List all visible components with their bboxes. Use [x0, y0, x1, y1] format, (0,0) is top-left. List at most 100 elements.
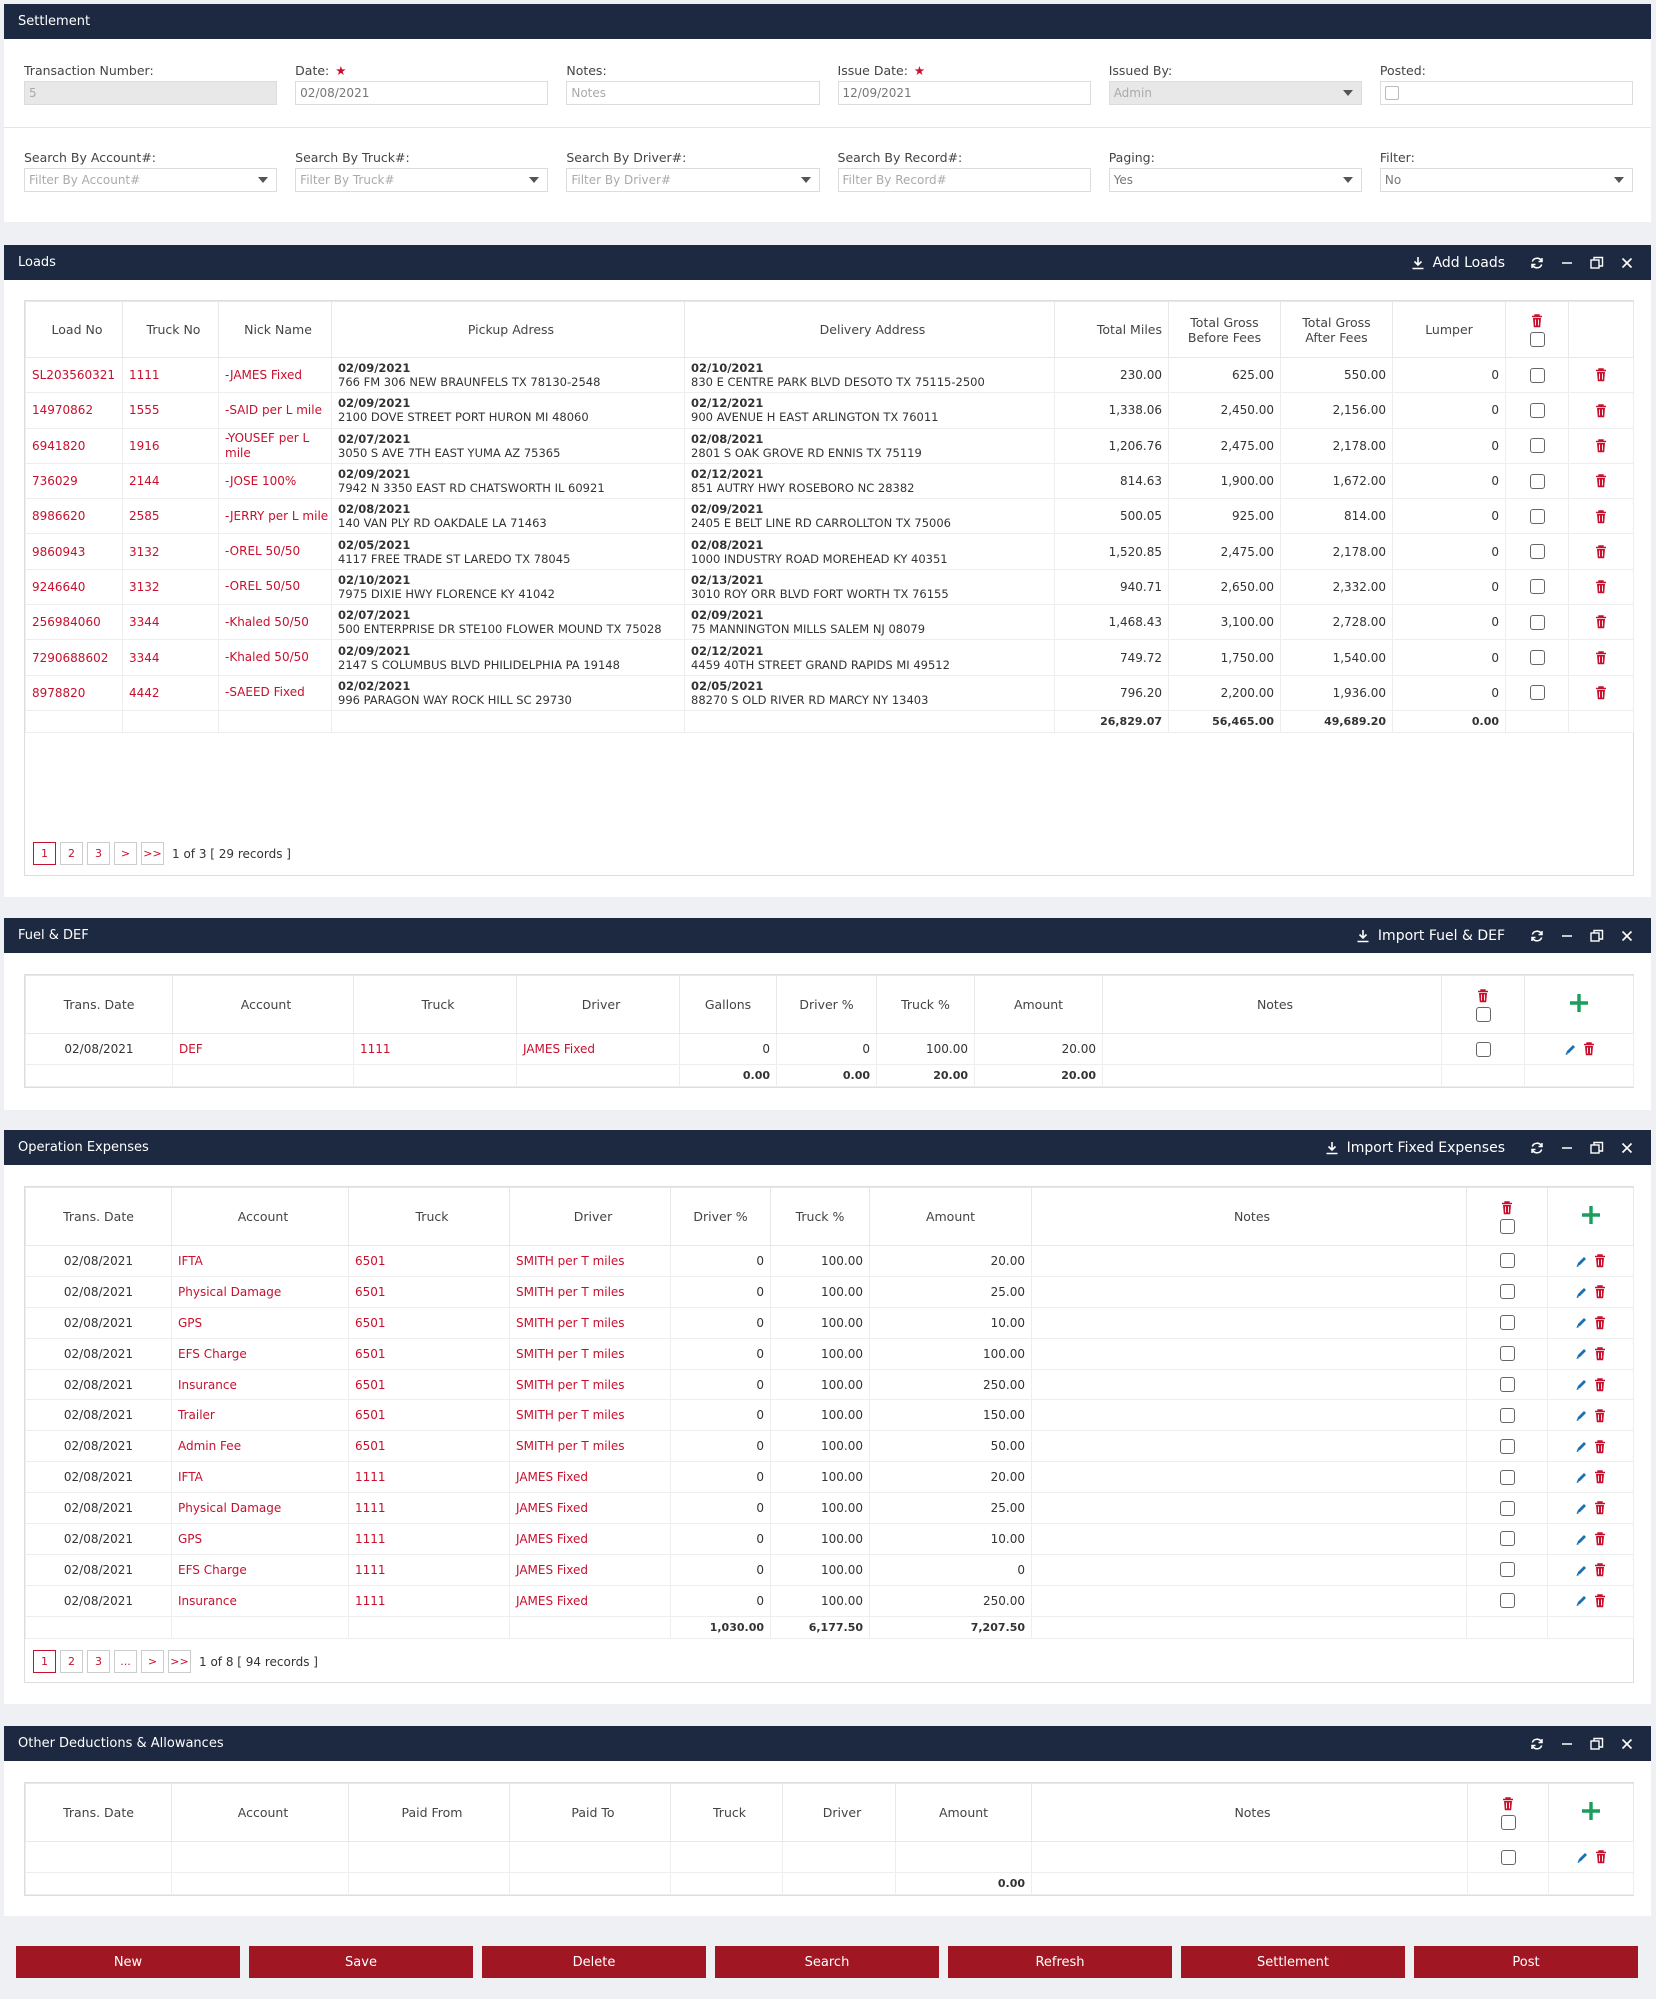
trash-icon[interactable] — [1477, 989, 1489, 1003]
load-no-link[interactable]: 256984060 — [25, 604, 123, 641]
account-link[interactable]: GPS — [171, 1306, 349, 1339]
page-button[interactable]: > — [114, 842, 137, 865]
truck-link[interactable]: 1111 — [348, 1461, 510, 1494]
column-header[interactable]: Amount — [974, 975, 1103, 1034]
column-header[interactable]: Notes — [1102, 975, 1442, 1034]
truck-no-link[interactable]: 1111 — [122, 356, 219, 394]
row-checkbox[interactable] — [1499, 1407, 1515, 1423]
row-checkbox[interactable] — [1499, 1531, 1515, 1547]
column-header[interactable]: Truck % — [876, 975, 975, 1034]
search-button[interactable]: Search — [715, 1946, 939, 1978]
load-no-link[interactable]: 9246640 — [25, 568, 123, 606]
account-link[interactable]: Admin Fee — [171, 1430, 349, 1463]
truck-no-link[interactable]: 1916 — [122, 427, 219, 464]
filter-input[interactable]: Filter By Truck# — [295, 168, 549, 192]
load-no-link[interactable]: 14970862 — [25, 392, 123, 429]
close-icon[interactable] — [1617, 1738, 1637, 1750]
truck-link[interactable]: 6501 — [348, 1368, 510, 1401]
trash-icon[interactable] — [1595, 651, 1607, 665]
nick-name-link[interactable]: -SAEED Fixed — [218, 674, 332, 711]
column-header[interactable]: Delivery Address — [684, 301, 1055, 358]
column-header[interactable]: Lumper — [1392, 301, 1506, 358]
driver-link[interactable]: SMITH per T miles — [509, 1337, 671, 1370]
page-button[interactable]: ... — [114, 1650, 137, 1673]
trash-icon[interactable] — [1595, 509, 1607, 524]
restore-icon[interactable] — [1587, 256, 1607, 270]
trash-icon[interactable] — [1502, 1797, 1514, 1811]
add-icon[interactable] — [1568, 992, 1590, 1014]
edit-icon[interactable] — [1575, 1347, 1588, 1360]
column-header[interactable]: Truck — [353, 975, 517, 1034]
column-header[interactable]: Driver — [509, 1187, 671, 1246]
row-checkbox[interactable] — [1499, 1253, 1515, 1269]
column-header[interactable]: Truck — [348, 1187, 510, 1246]
row-checkbox[interactable] — [1529, 402, 1545, 418]
chevron-down-icon[interactable] — [800, 177, 811, 183]
page-button[interactable]: 2 — [60, 842, 83, 865]
driver-link[interactable]: JAMES Fixed — [509, 1523, 671, 1555]
trash-icon[interactable] — [1531, 314, 1543, 328]
trash-icon[interactable] — [1594, 1470, 1606, 1484]
trash-icon[interactable] — [1594, 1378, 1606, 1392]
nick-name-link[interactable]: -JOSE 100% — [218, 462, 332, 500]
select-all-checkbox[interactable] — [1500, 1814, 1516, 1830]
filter-input[interactable]: Yes — [1108, 168, 1362, 192]
add-icon[interactable] — [1580, 1204, 1602, 1226]
row-checkbox[interactable] — [1499, 1315, 1515, 1331]
row-checkbox[interactable] — [1529, 685, 1545, 701]
driver-link[interactable]: SMITH per T miles — [509, 1245, 671, 1277]
posted-checkbox[interactable] — [1384, 86, 1399, 100]
nick-name-link[interactable]: -YOUSEF per L mile — [218, 427, 332, 464]
page-button[interactable]: 3 — [87, 842, 110, 865]
row-checkbox[interactable] — [1499, 1284, 1515, 1300]
field-input[interactable]: 12/09/2021 — [837, 81, 1091, 105]
edit-icon[interactable] — [1575, 1471, 1588, 1484]
close-icon[interactable] — [1617, 1142, 1637, 1154]
post-button[interactable]: Post — [1414, 1946, 1638, 1978]
column-header[interactable]: Truck % — [770, 1187, 870, 1246]
account-link[interactable]: DEF — [172, 1033, 354, 1065]
trash-icon[interactable] — [1594, 1563, 1606, 1577]
restore-icon[interactable] — [1587, 929, 1607, 943]
truck-link[interactable]: 1111 — [353, 1033, 517, 1065]
driver-link[interactable]: SMITH per T miles — [509, 1368, 671, 1401]
column-header[interactable]: Total Miles — [1054, 301, 1169, 358]
import-fixed-expenses-button[interactable]: Import Fixed Expenses — [1325, 1140, 1505, 1156]
row-checkbox[interactable] — [1529, 614, 1545, 630]
filter-input[interactable]: Filter By Driver# — [566, 168, 820, 192]
edit-icon[interactable] — [1564, 1043, 1577, 1056]
minimize-icon[interactable] — [1557, 257, 1577, 269]
column-header[interactable]: Total Gross Before Fees — [1168, 301, 1281, 358]
trash-icon[interactable] — [1595, 368, 1607, 382]
row-checkbox[interactable] — [1529, 579, 1545, 595]
chevron-down-icon[interactable] — [258, 177, 269, 183]
page-button[interactable]: 1 — [33, 842, 56, 865]
load-no-link[interactable]: 736029 — [25, 462, 123, 500]
driver-link[interactable]: SMITH per T miles — [509, 1306, 671, 1339]
row-checkbox[interactable] — [1475, 1041, 1491, 1057]
select-all-checkbox[interactable] — [1529, 331, 1545, 347]
column-header[interactable]: Load No — [25, 301, 123, 358]
settlement-button[interactable]: Settlement — [1181, 1946, 1405, 1978]
page-button[interactable]: >> — [168, 1650, 191, 1673]
field-input[interactable]: Notes — [566, 81, 820, 105]
column-header[interactable]: Pickup Adress — [331, 301, 685, 358]
row-checkbox[interactable] — [1499, 1346, 1515, 1362]
load-no-link[interactable]: 8986620 — [25, 498, 123, 535]
account-link[interactable]: Physical Damage — [171, 1275, 349, 1308]
nick-name-link[interactable]: -Khaled 50/50 — [218, 604, 332, 641]
new-button[interactable]: New — [16, 1946, 240, 1978]
truck-link[interactable]: 1111 — [348, 1523, 510, 1555]
column-header[interactable]: Driver — [516, 975, 680, 1034]
row-checkbox[interactable] — [1499, 1500, 1515, 1516]
row-checkbox[interactable] — [1529, 473, 1545, 489]
truck-no-link[interactable]: 3132 — [122, 568, 219, 606]
refresh-icon[interactable] — [1527, 256, 1547, 270]
row-checkbox[interactable] — [1529, 544, 1545, 560]
trash-icon[interactable] — [1594, 1254, 1606, 1268]
filter-input[interactable]: No — [1379, 168, 1634, 192]
trash-icon[interactable] — [1594, 1347, 1606, 1361]
select-all-checkbox[interactable] — [1475, 1006, 1491, 1022]
restore-icon[interactable] — [1587, 1141, 1607, 1155]
column-header[interactable]: Account — [171, 1187, 349, 1246]
